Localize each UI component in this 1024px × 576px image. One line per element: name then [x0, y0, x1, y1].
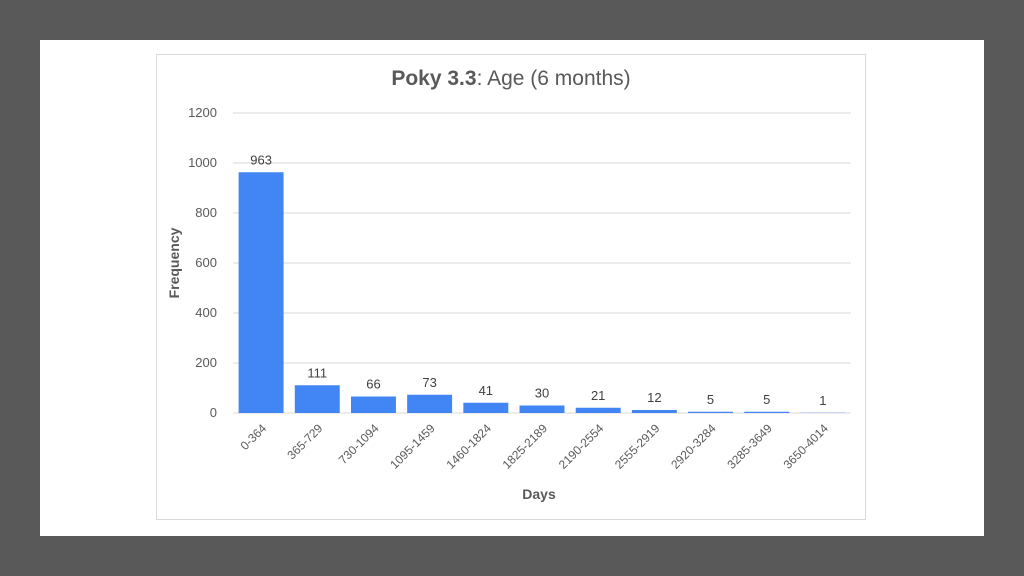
- x-tick-label: 2555-2919: [612, 421, 663, 472]
- bar: [463, 402, 509, 413]
- data-label: 21: [591, 388, 605, 403]
- data-label: 12: [647, 390, 661, 405]
- y-tick-label: 0: [210, 405, 217, 420]
- x-axis-label: Days: [522, 486, 556, 502]
- x-tick-label: 1825-2189: [500, 421, 551, 472]
- data-label: 5: [763, 392, 770, 407]
- x-tick-label: 0-364: [238, 421, 270, 453]
- bars: [238, 172, 846, 413]
- y-tick-label: 1200: [188, 105, 217, 120]
- data-label: 30: [535, 386, 549, 401]
- x-tick-label: 1095-1459: [387, 421, 438, 472]
- bar: [744, 411, 790, 413]
- x-tick-label: 3285-3649: [724, 421, 775, 472]
- x-tick-label: 365-729: [284, 421, 325, 462]
- bar: [294, 385, 340, 413]
- chart-frame: Poky 3.3: Age (6 months) 0 200 400 600 800 10…: [156, 54, 866, 520]
- data-label: 41: [479, 383, 493, 398]
- x-tick-label: 1460-1824: [443, 421, 494, 472]
- data-label: 66: [366, 377, 380, 392]
- bar: [631, 410, 677, 413]
- chart-title: Poky 3.3: Age (6 months): [157, 67, 865, 91]
- chart-title-bold: Poky 3.3: [391, 67, 477, 90]
- bar: [575, 407, 621, 413]
- y-axis-label: Frequency: [166, 227, 182, 298]
- data-labels: 963 111 66 73 41 30 21 12 5 5 1: [250, 152, 826, 408]
- x-tick-label: 3650-4014: [781, 421, 832, 472]
- y-tick-label: 800: [195, 205, 217, 220]
- bar: [407, 394, 453, 413]
- bar: [688, 411, 734, 413]
- data-label: 5: [707, 392, 714, 407]
- data-label: 111: [307, 365, 327, 380]
- chart-title-rest: : Age (6 months): [476, 67, 631, 90]
- y-tick-label: 600: [195, 255, 217, 270]
- bar: [519, 405, 565, 413]
- data-label: 73: [422, 375, 436, 390]
- data-label: 963: [250, 152, 272, 167]
- y-tick-label: 200: [195, 355, 217, 370]
- bar: [238, 172, 284, 413]
- data-label: 1: [819, 393, 826, 408]
- slide: Poky 3.3: Age (6 months) 0 200 400 600 800 10…: [40, 40, 984, 536]
- x-tick-label: 2190-2554: [556, 421, 607, 472]
- y-tick-label: 400: [195, 305, 217, 320]
- x-tick-label: 2920-3284: [668, 421, 719, 472]
- x-tick-label: 730-1094: [336, 421, 382, 467]
- x-tick-labels: 0-364 365-729 730-1094 1095-1459 1460-1824 18…: [238, 421, 832, 472]
- bar: [350, 396, 396, 413]
- y-tick-label: 1000: [188, 155, 217, 170]
- y-tick-labels: 0 200 400 600 800 1000 1200: [188, 105, 217, 420]
